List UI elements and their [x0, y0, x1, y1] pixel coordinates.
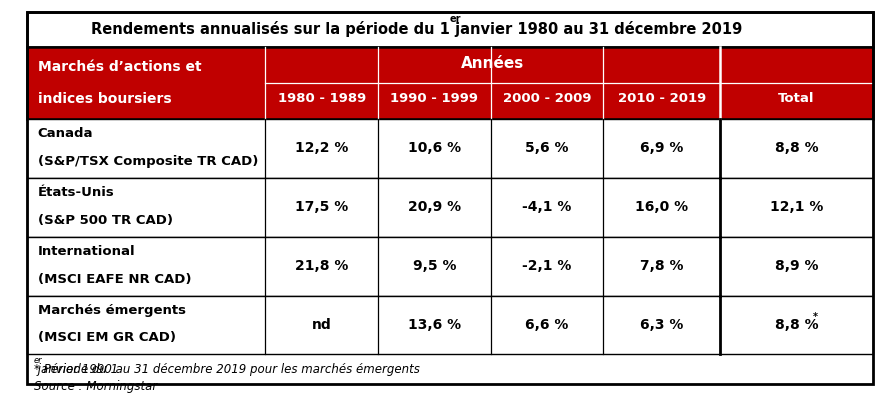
Text: International: International — [37, 245, 135, 258]
Text: États-Unis: États-Unis — [37, 186, 114, 199]
Text: (MSCI EAFE NR CAD): (MSCI EAFE NR CAD) — [37, 273, 191, 286]
Text: 5,6 %: 5,6 % — [525, 141, 569, 155]
Text: Marchés émergents: Marchés émergents — [37, 304, 185, 317]
Text: 6,9 %: 6,9 % — [640, 141, 683, 155]
Text: nd: nd — [312, 318, 331, 332]
Text: -4,1 %: -4,1 % — [522, 200, 571, 214]
Bar — [27, 47, 872, 119]
Text: 8,9 %: 8,9 % — [774, 259, 819, 273]
Text: (S&P 500 TR CAD): (S&P 500 TR CAD) — [37, 214, 172, 227]
Text: 6,6 %: 6,6 % — [525, 318, 569, 332]
Bar — [27, 237, 872, 296]
Text: 20,9 %: 20,9 % — [408, 200, 461, 214]
Text: 17,5 %: 17,5 % — [295, 200, 348, 214]
Text: 13,6 %: 13,6 % — [408, 318, 461, 332]
Text: * Période du 1: * Période du 1 — [34, 363, 118, 376]
Text: -2,1 %: -2,1 % — [522, 259, 571, 273]
Text: 1990 - 1999: 1990 - 1999 — [390, 92, 479, 105]
Text: 16,0 %: 16,0 % — [635, 200, 688, 214]
Text: (MSCI EM GR CAD): (MSCI EM GR CAD) — [37, 331, 176, 345]
Bar — [27, 296, 872, 354]
Text: Canada: Canada — [37, 127, 93, 140]
Text: Source : Morningstar: Source : Morningstar — [34, 380, 157, 393]
Text: 1980 - 1989: 1980 - 1989 — [277, 92, 366, 105]
Text: janvier 1990 au 31 décembre 2019 pour les marchés émergents: janvier 1990 au 31 décembre 2019 pour le… — [34, 363, 420, 376]
Text: 6,3 %: 6,3 % — [640, 318, 683, 332]
Text: indices boursiers: indices boursiers — [37, 92, 171, 106]
Text: er: er — [449, 14, 461, 24]
Text: 12,2 %: 12,2 % — [295, 141, 348, 155]
Bar — [27, 119, 872, 178]
Text: Rendements annualisés sur la période du 1: Rendements annualisés sur la période du … — [91, 22, 449, 37]
Text: Années: Années — [461, 56, 525, 71]
Text: 7,8 %: 7,8 % — [640, 259, 683, 273]
Text: Marchés d’actions et: Marchés d’actions et — [37, 60, 201, 73]
Text: 21,8 %: 21,8 % — [295, 259, 348, 273]
Text: 2000 - 2009: 2000 - 2009 — [502, 92, 591, 105]
Bar — [27, 178, 872, 237]
Text: 10,6 %: 10,6 % — [408, 141, 461, 155]
Text: 9,5 %: 9,5 % — [412, 259, 456, 273]
Text: Total: Total — [778, 92, 815, 105]
Text: 12,1 %: 12,1 % — [770, 200, 823, 214]
Bar — [27, 12, 872, 47]
Text: janvier 1980 au 31 décembre 2019: janvier 1980 au 31 décembre 2019 — [449, 22, 742, 37]
Text: er: er — [34, 356, 42, 365]
Text: (S&P/TSX Composite TR CAD): (S&P/TSX Composite TR CAD) — [37, 155, 258, 168]
Text: *: * — [813, 312, 818, 321]
Text: 8,8 %: 8,8 % — [774, 141, 819, 155]
Text: 8,8 %: 8,8 % — [774, 318, 819, 332]
Text: 2010 - 2019: 2010 - 2019 — [617, 92, 706, 105]
